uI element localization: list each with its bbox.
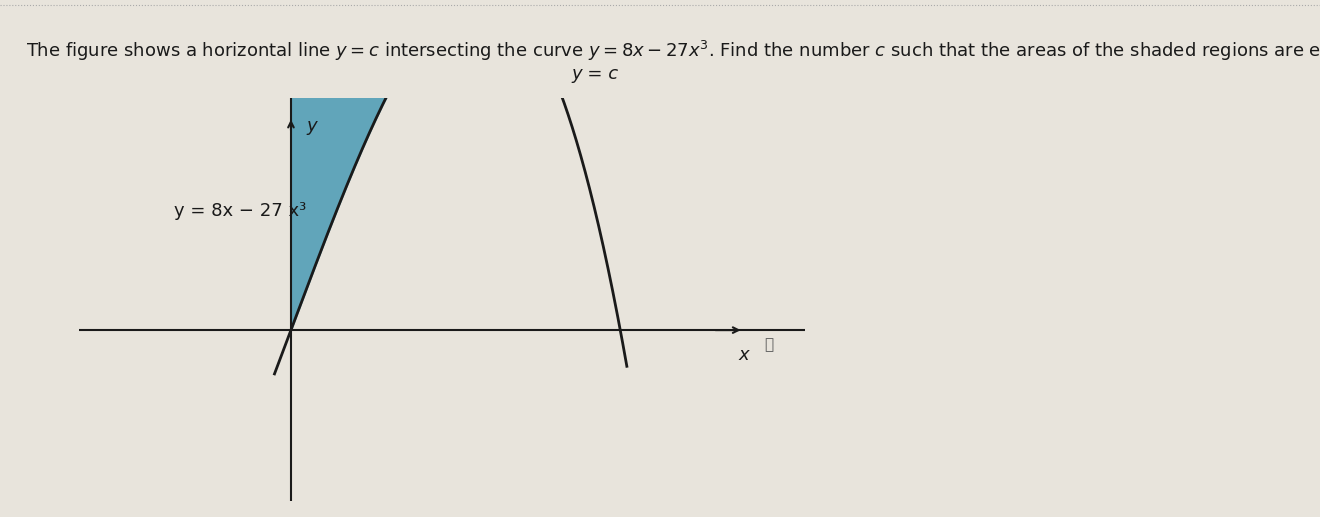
Text: x: x (738, 346, 748, 364)
Text: ⓘ: ⓘ (764, 337, 774, 352)
Text: y: y (306, 117, 317, 135)
Text: y = 8x − 27 x³: y = 8x − 27 x³ (174, 202, 306, 220)
Text: y = c: y = c (572, 65, 619, 83)
Text: The figure shows a horizontal line $y = c$ intersecting the curve $y = 8x - 27x^: The figure shows a horizontal line $y = … (26, 39, 1320, 63)
